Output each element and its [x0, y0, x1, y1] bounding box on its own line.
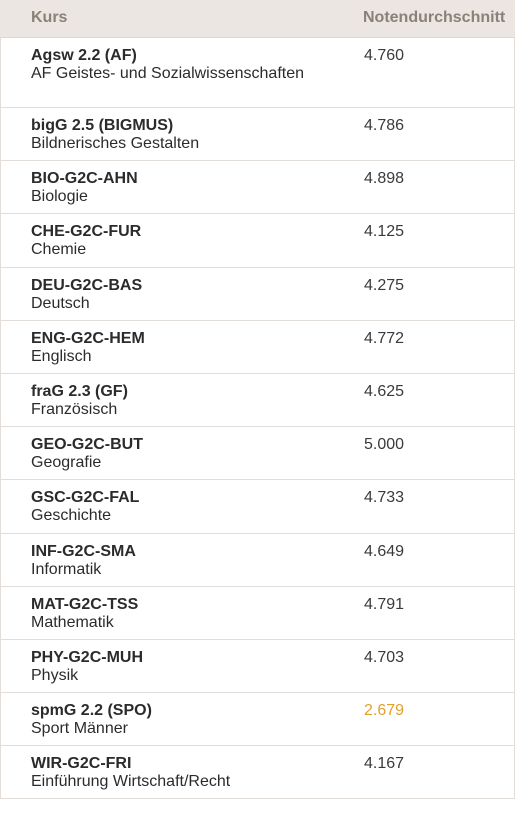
course-code: WIR-G2C-FRI	[31, 755, 132, 773]
course-name: Sport Männer	[31, 720, 128, 738]
table-row[interactable]: CHE-G2C-FUR Chemie 4.125	[1, 214, 514, 268]
average-grade: 4.791	[364, 595, 405, 613]
average-grade: 4.898	[364, 170, 405, 188]
average-grade: 4.649	[364, 542, 405, 560]
table-row[interactable]: GEO-G2C-BUT Geografie 5.000	[1, 427, 514, 481]
average-grade: 4.772	[364, 329, 405, 347]
table-row[interactable]: MAT-G2C-TSS Mathematik 4.791	[1, 587, 514, 640]
average-grade: 2.679	[364, 702, 405, 720]
table-row[interactable]: bigG 2.5 (BIGMUS) Bildnerisches Gestalten…	[1, 108, 514, 162]
course-code: bigG 2.5 (BIGMUS)	[31, 117, 174, 134]
course-name: Chemie	[31, 241, 87, 259]
table-row[interactable]: fraG 2.3 (GF) Französisch 4.625	[1, 374, 514, 428]
course-name: Geografie	[31, 454, 102, 472]
column-header-course[interactable]: Kurs	[31, 9, 68, 26]
average-grade: 4.703	[364, 648, 405, 666]
course-code: DEU-G2C-BAS	[31, 276, 143, 294]
average-grade: 4.733	[364, 489, 405, 507]
course-code: fraG 2.3 (GF)	[31, 382, 128, 400]
course-code: Agsw 2.2 (AF)	[31, 47, 137, 64]
table-body: Agsw 2.2 (AF) AF Geistes- und Sozialwisse…	[0, 38, 515, 800]
table-row[interactable]: INF-G2C-SMA Informatik 4.649	[1, 534, 514, 587]
table-header: Kurs Notendurchschnitt	[0, 0, 515, 38]
course-name: Geschichte	[31, 507, 112, 525]
average-grade: 5.000	[364, 436, 405, 454]
average-grade: 4.275	[364, 276, 405, 294]
table-row[interactable]: WIR-G2C-FRI Einführung Wirtschaft/Recht 4.…	[1, 746, 514, 800]
average-grade: 4.167	[364, 755, 405, 773]
course-code: INF-G2C-SMA	[31, 542, 136, 560]
average-grade: 4.786	[364, 117, 405, 134]
table-row[interactable]: BIO-G2C-AHN Biologie 4.898	[1, 161, 514, 215]
table-row[interactable]: ENG-G2C-HEM Englisch 4.772	[1, 321, 514, 374]
table-row[interactable]: DEU-G2C-BAS Deutsch 4.275	[1, 268, 514, 321]
course-code: GEO-G2C-BUT	[31, 436, 143, 454]
course-code: CHE-G2C-FUR	[31, 223, 142, 241]
course-code: MAT-G2C-TSS	[31, 595, 139, 613]
table-row[interactable]: GSC-G2C-FAL Geschichte 4.733	[1, 480, 514, 534]
course-code: spmG 2.2 (SPO)	[31, 702, 152, 720]
course-name: Bildnerisches Gestalten	[31, 135, 200, 152]
course-name: Physik	[31, 666, 79, 684]
average-grade: 4.760	[364, 47, 405, 64]
course-code: GSC-G2C-FAL	[31, 489, 140, 507]
table-row[interactable]: spmG 2.2 (SPO) Sport Männer 2.679	[1, 693, 514, 747]
column-header-average[interactable]: Notendurchschnitt	[363, 9, 506, 26]
average-grade: 4.625	[364, 382, 405, 400]
course-name: Mathematik	[31, 613, 114, 631]
course-code: PHY-G2C-MUH	[31, 648, 144, 666]
average-grade: 4.125	[364, 223, 405, 241]
course-name: Französisch	[31, 400, 118, 418]
table-row[interactable]: Agsw 2.2 (AF) AF Geistes- und Sozialwisse…	[1, 38, 514, 108]
course-code: ENG-G2C-HEM	[31, 329, 145, 347]
course-name: Englisch	[31, 347, 92, 365]
course-name: Deutsch	[31, 294, 90, 312]
course-code: BIO-G2C-AHN	[31, 170, 138, 188]
course-name: AF Geistes- und Sozialwissenschaften	[31, 65, 305, 82]
course-name: Einführung Wirtschaft/Recht	[31, 773, 231, 791]
table-row[interactable]: PHY-G2C-MUH Physik 4.703	[1, 640, 514, 694]
course-name: Biologie	[31, 188, 88, 206]
course-name: Informatik	[31, 560, 102, 578]
